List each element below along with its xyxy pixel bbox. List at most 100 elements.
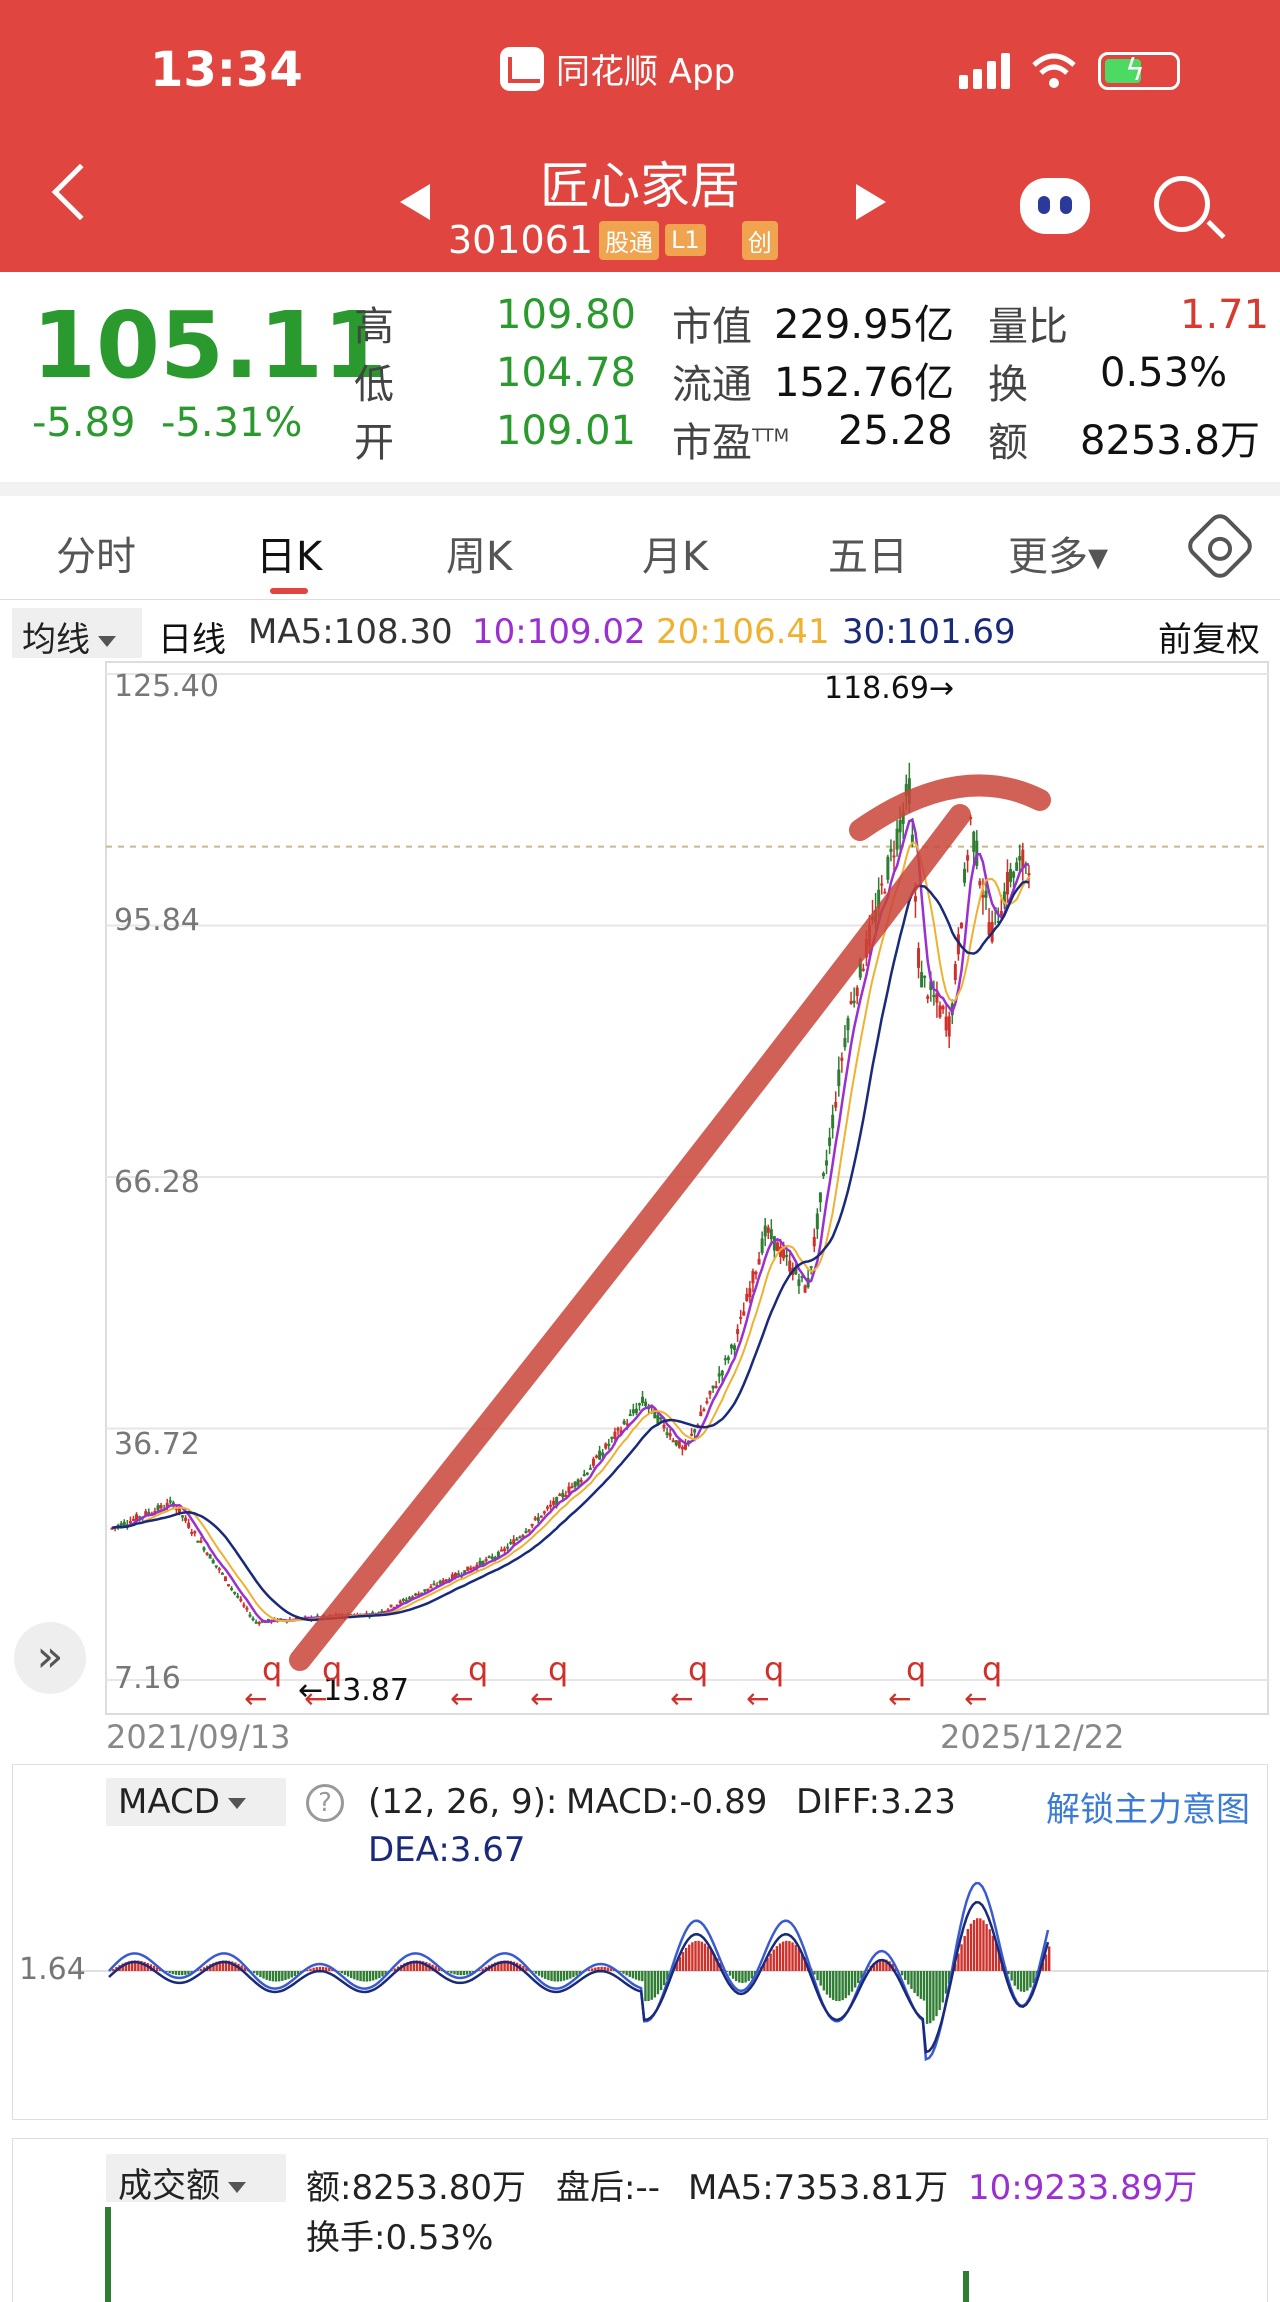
macd-bar — [465, 1971, 469, 1975]
macd-bar — [587, 1969, 591, 1971]
candle-body — [782, 1249, 786, 1259]
candle-body — [972, 831, 976, 852]
status-indicators: ϟ — [959, 52, 1180, 90]
candle-body — [469, 1567, 473, 1570]
candle-body — [147, 1512, 151, 1515]
robot-assistant-icon[interactable] — [1020, 178, 1090, 234]
macd-bar — [180, 1971, 184, 1976]
unlock-link[interactable]: 解锁主力意图 — [1046, 1790, 1250, 1830]
candle-body — [423, 1589, 427, 1592]
candle-body — [693, 1429, 697, 1433]
expand-panel-button[interactable]: » — [14, 1622, 86, 1694]
signal-marker: q — [322, 1650, 342, 1688]
tag-connect: 股通 — [599, 220, 660, 260]
macd-bar — [716, 1958, 719, 1971]
macd-bar — [240, 1965, 243, 1971]
signal-marker: q — [906, 1650, 926, 1688]
prev-stock-icon[interactable] — [400, 184, 430, 220]
candle-body — [187, 1522, 191, 1528]
signal-marker: q — [262, 1650, 282, 1688]
macd-bar — [143, 1961, 146, 1971]
tab-daily[interactable]: 日K — [256, 534, 323, 580]
ma30-value: 30:101.69 — [842, 612, 1016, 652]
macd-bar — [497, 1961, 500, 1971]
next-stock-icon[interactable] — [856, 184, 886, 220]
macd-bar — [503, 1960, 506, 1971]
candle-body — [834, 1102, 838, 1108]
turnover-label: 换 — [988, 362, 1028, 408]
macd-bar — [609, 1968, 613, 1971]
macd-bar — [916, 1971, 919, 1997]
settings-icon[interactable] — [1183, 509, 1257, 583]
candle-body — [745, 1293, 749, 1302]
macd-bar — [544, 1971, 547, 1979]
candle-body — [503, 1548, 507, 1551]
candle-body — [720, 1370, 724, 1376]
macd-bar — [825, 1971, 829, 1995]
candle-body — [622, 1420, 626, 1425]
volume-select[interactable]: 成交额 — [106, 2154, 286, 2206]
tab-intraday[interactable]: 分时 — [56, 534, 136, 580]
macd-panel[interactable]: 1.64 — [12, 1764, 1269, 2120]
y-tick-5: 7.16 — [114, 1661, 181, 1696]
candle-body — [779, 1246, 783, 1257]
macd-bar — [922, 1971, 926, 2001]
signal-arrow: ← — [530, 1682, 553, 1715]
candle-body — [450, 1574, 454, 1580]
macd-bar — [803, 1957, 807, 1971]
tab-more[interactable]: 更多▾ — [1008, 534, 1109, 580]
candle-body — [659, 1417, 663, 1420]
candle-body — [527, 1529, 531, 1532]
low-value: 104.78 — [496, 350, 636, 396]
macd-bar — [422, 1961, 425, 1971]
adjust-mode[interactable]: 前复权 — [1158, 620, 1260, 660]
candle-body — [766, 1227, 770, 1233]
macd-bar — [850, 1971, 854, 1992]
candle-body — [217, 1568, 221, 1571]
volume-panel[interactable] — [12, 2138, 1268, 2302]
macd-bar — [750, 1971, 754, 1979]
ma-line — [111, 880, 1030, 1622]
macd-bar — [409, 1961, 412, 1971]
macd-bar — [140, 1961, 143, 1971]
macd-bar — [393, 1968, 397, 1971]
macd-bar — [910, 1971, 913, 1989]
macd-bar — [168, 1971, 171, 1974]
macd-bar — [462, 1971, 466, 1976]
candle-body — [555, 1497, 559, 1506]
candle-body — [969, 816, 973, 819]
candle-body — [987, 922, 991, 936]
candle-body — [760, 1238, 764, 1254]
macd-bar — [525, 1967, 528, 1971]
macd-bar — [878, 1959, 882, 1971]
candle-body — [825, 1160, 829, 1166]
low-label: 低 — [354, 362, 394, 408]
macd-bar — [979, 1918, 982, 1971]
tab-monthly[interactable]: 月K — [642, 534, 709, 580]
macd-bar — [994, 1942, 998, 1971]
tab-weekly[interactable]: 周K — [446, 534, 513, 580]
candle-body — [855, 987, 859, 997]
candle-body — [828, 1137, 832, 1146]
macd-select[interactable]: MACD — [106, 1778, 286, 1826]
candle-body — [898, 819, 902, 833]
macd-bar — [960, 1944, 963, 1971]
candle-body — [966, 855, 970, 861]
candle-body — [641, 1396, 645, 1404]
ma-select[interactable]: 均线 — [12, 608, 142, 660]
kline-chart[interactable]: 125.40 95.84 66.28 36.72 7.16 118.69→ ←1… — [0, 660, 1280, 1760]
candle-body — [913, 896, 917, 902]
candle-body — [978, 880, 982, 886]
help-icon[interactable]: ? — [306, 1784, 344, 1822]
candle-body — [861, 968, 865, 971]
macd-bar — [847, 1971, 851, 1996]
search-icon[interactable] — [1154, 176, 1210, 232]
candle-body — [607, 1443, 611, 1446]
candle-body — [380, 1610, 384, 1613]
macd-bar — [634, 1971, 638, 1980]
macd-bar — [728, 1971, 732, 1976]
macd-y-tick: 1.64 — [19, 1952, 86, 1987]
macd-bar — [747, 1971, 750, 1981]
signal-arrow: ← — [888, 1682, 911, 1715]
tab-five-day[interactable]: 五日 — [828, 534, 908, 580]
